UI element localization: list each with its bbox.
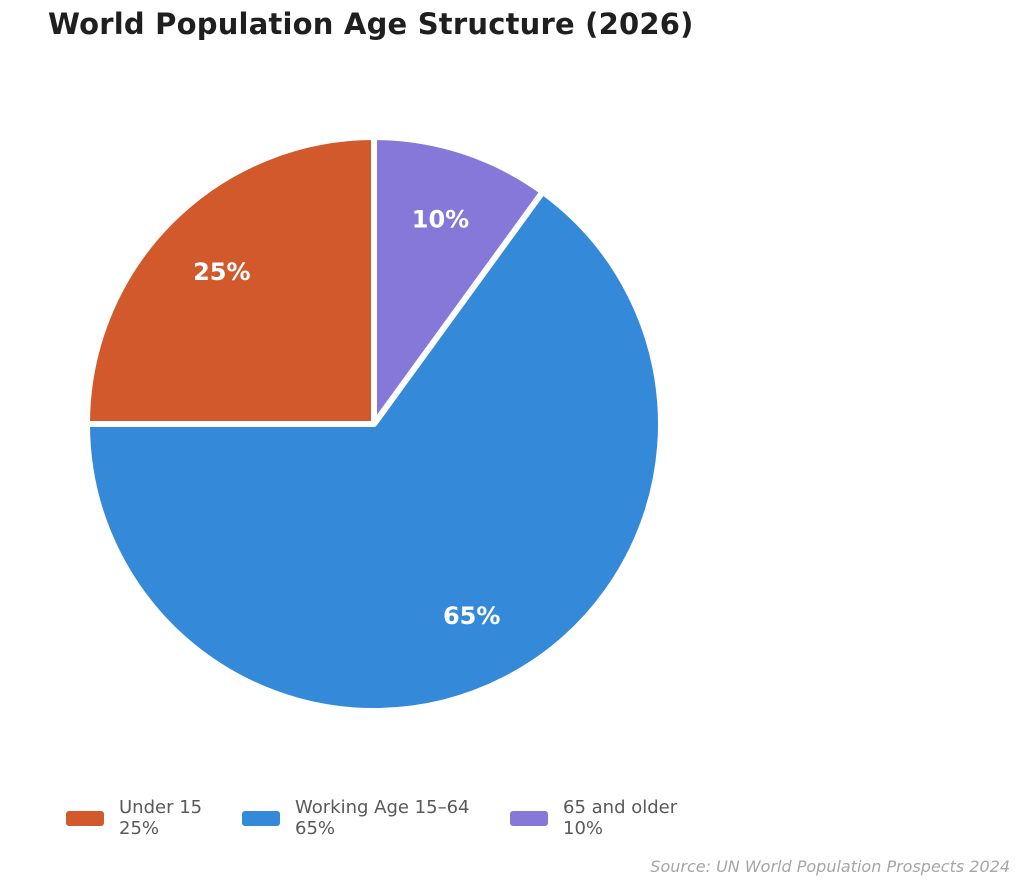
legend-swatch-65-older [510,810,548,826]
legend-swatch-working-age [242,810,280,826]
pie-slice-1 [84,188,664,714]
legend-item-65-older: 65 and older 10% [510,797,677,839]
chart-title: World Population Age Structure (2026) [48,7,694,41]
source-note: Source: UN World Population Prospects 20… [650,857,1010,876]
pie-slice-2 [371,134,546,427]
legend: Under 15 25% Working Age 15–64 65% 65 an… [0,797,1024,845]
pie-slice-0 [84,134,377,427]
legend-value-65-older: 10% [563,818,604,839]
legend-label-65-older: 65 and older [563,797,678,818]
legend-swatch-under-15 [66,810,104,826]
legend-value-under-15: 25% [119,818,160,839]
legend-label-working-age: Working Age 15–64 [295,797,470,818]
pie-wedge-labels: 25% 65% 10% [193,205,500,630]
slice-label-0: 25% [193,258,250,286]
pie-wedges [84,134,664,714]
slice-label-2: 10% [412,205,469,233]
legend-value-working-age: 65% [295,818,336,839]
slice-label-1: 65% [443,602,500,630]
legend-label-under-15: Under 15 [119,797,203,818]
legend-item-under-15: Under 15 25% [66,797,202,839]
legend-item-working-age: Working Age 15–64 65% [242,797,469,839]
